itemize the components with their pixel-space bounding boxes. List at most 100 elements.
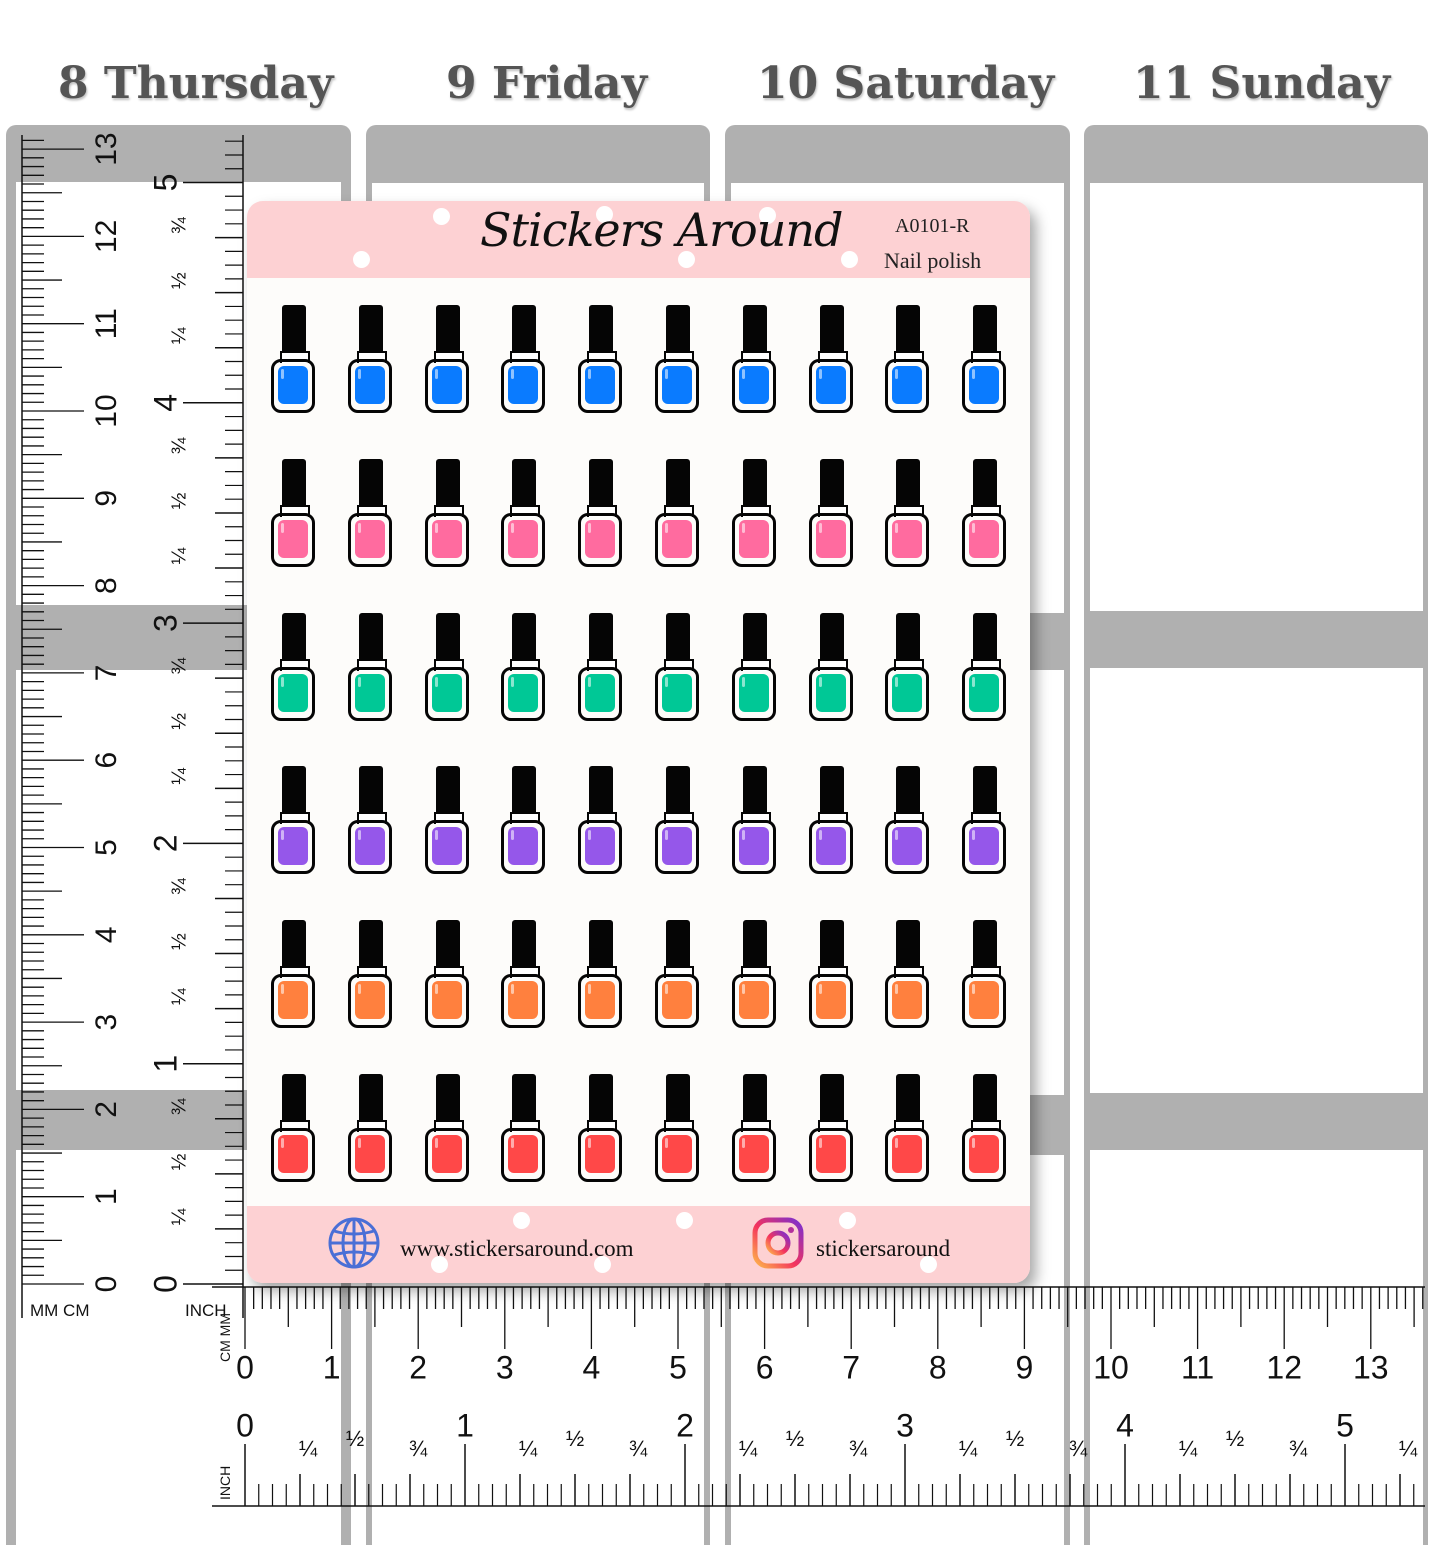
bottle-body — [885, 820, 930, 875]
instagram-handle[interactable]: stickersaround — [816, 1236, 951, 1261]
bottle-shine — [818, 369, 822, 379]
bottle-shine — [588, 676, 592, 687]
bottle-cap — [973, 766, 998, 817]
bottle-shine — [741, 369, 745, 379]
bottle-shine — [818, 522, 822, 533]
nail-polish-sticker — [885, 766, 931, 875]
bottle-shine — [972, 1138, 976, 1148]
bottle-cap — [742, 612, 767, 663]
bottle-shine — [434, 522, 438, 533]
bottle-shine — [511, 830, 515, 841]
bottle-body — [347, 820, 392, 875]
bottle-body — [731, 666, 776, 721]
nail-polish-sticker — [424, 458, 471, 567]
nail-polish-sticker — [962, 612, 1008, 721]
nail-polish-sticker — [885, 1074, 931, 1182]
bottle-shine — [665, 369, 668, 379]
bottle-cap — [589, 458, 614, 509]
bottle-cap — [282, 458, 306, 509]
bottle-cap — [512, 920, 537, 971]
bottle-cap — [666, 1074, 690, 1124]
bottle-cap — [282, 766, 306, 817]
bottle-shine — [511, 984, 515, 995]
bottle-shine — [972, 369, 976, 379]
nail-polish-sticker — [808, 1074, 855, 1182]
bottle-shine — [972, 676, 976, 687]
bottle-body — [578, 512, 623, 567]
sheet-header: Stickers Around A0101-R Nail polish — [247, 201, 1030, 278]
bottle-body — [962, 974, 1007, 1029]
bottle-cap — [819, 305, 844, 355]
bottle-shine — [895, 830, 899, 841]
bottle-shine — [665, 522, 668, 533]
bottle-cap — [666, 766, 690, 817]
bottle-cap — [358, 1074, 383, 1124]
nail-polish-sticker — [424, 920, 471, 1029]
nail-polish-sticker — [885, 305, 931, 413]
bottle-cap — [589, 612, 614, 663]
nail-polish-sticker — [347, 612, 394, 721]
nail-polish-sticker — [731, 920, 778, 1029]
day-heading-thursday: 8 Thursday — [58, 58, 334, 109]
bottle-shine — [588, 984, 592, 995]
bottle-body — [731, 820, 776, 875]
nail-polish-sticker — [347, 920, 394, 1029]
nail-polish-sticker — [424, 305, 471, 413]
bottle-body — [424, 1128, 469, 1182]
bottle-shine — [818, 1138, 822, 1148]
bottle-body — [731, 512, 776, 567]
bottle-body — [885, 1128, 930, 1182]
nail-polish-sticker — [578, 1074, 624, 1182]
bottle-body — [424, 974, 469, 1029]
bottle-shine — [511, 1138, 515, 1148]
bottle-cap — [435, 1074, 460, 1124]
bottle-shine — [434, 369, 438, 379]
bottle-body — [808, 820, 853, 875]
nail-polish-sticker — [578, 766, 624, 875]
bottle-body — [424, 359, 469, 413]
bottle-shine — [588, 830, 592, 841]
bottle-shine — [588, 369, 592, 379]
bottle-body — [424, 666, 469, 721]
nail-polish-sticker — [808, 920, 855, 1029]
bottle-cap — [435, 920, 460, 971]
bottle-body — [501, 1128, 546, 1182]
bottle-cap — [666, 612, 690, 663]
nail-polish-sticker — [731, 1074, 778, 1182]
nail-polish-sticker — [578, 612, 624, 721]
bottle-body — [962, 666, 1007, 721]
bottle-cap — [896, 766, 921, 817]
bottle-shine — [741, 830, 745, 841]
bottle-cap — [435, 612, 460, 663]
bottle-body — [808, 666, 853, 721]
bottle-body — [655, 512, 699, 567]
bottle-shine — [895, 676, 899, 687]
bottle-shine — [281, 830, 284, 841]
nail-polish-sticker — [271, 1074, 317, 1182]
bottle-shine — [972, 522, 976, 533]
bottle-cap — [742, 920, 767, 971]
bottle-body — [347, 974, 392, 1029]
bottle-cap — [742, 1074, 767, 1124]
bottle-body — [347, 359, 392, 413]
sheet-theme: Nail polish — [884, 248, 982, 273]
bottle-shine — [972, 984, 976, 995]
bottle-shine — [281, 522, 284, 533]
bottle-cap — [742, 305, 767, 355]
bottle-body — [271, 512, 315, 567]
bottle-body — [655, 820, 699, 875]
bottle-cap — [973, 920, 998, 971]
bottle-body — [271, 666, 315, 721]
bottle-body — [578, 820, 623, 875]
bottle-cap — [973, 458, 998, 509]
bottle-cap — [358, 458, 383, 509]
bottle-shine — [357, 830, 361, 841]
bottle-shine — [434, 830, 438, 841]
nail-polish-sticker — [962, 766, 1008, 875]
globe-icon — [328, 1217, 380, 1269]
bottle-cap — [282, 305, 306, 355]
sheet-footer: www.stickersaround.com stickersaround — [247, 1206, 1030, 1283]
website-link[interactable]: www.stickersaround.com — [400, 1236, 634, 1261]
bottle-cap — [358, 612, 383, 663]
nail-polish-sticker — [347, 1074, 394, 1182]
